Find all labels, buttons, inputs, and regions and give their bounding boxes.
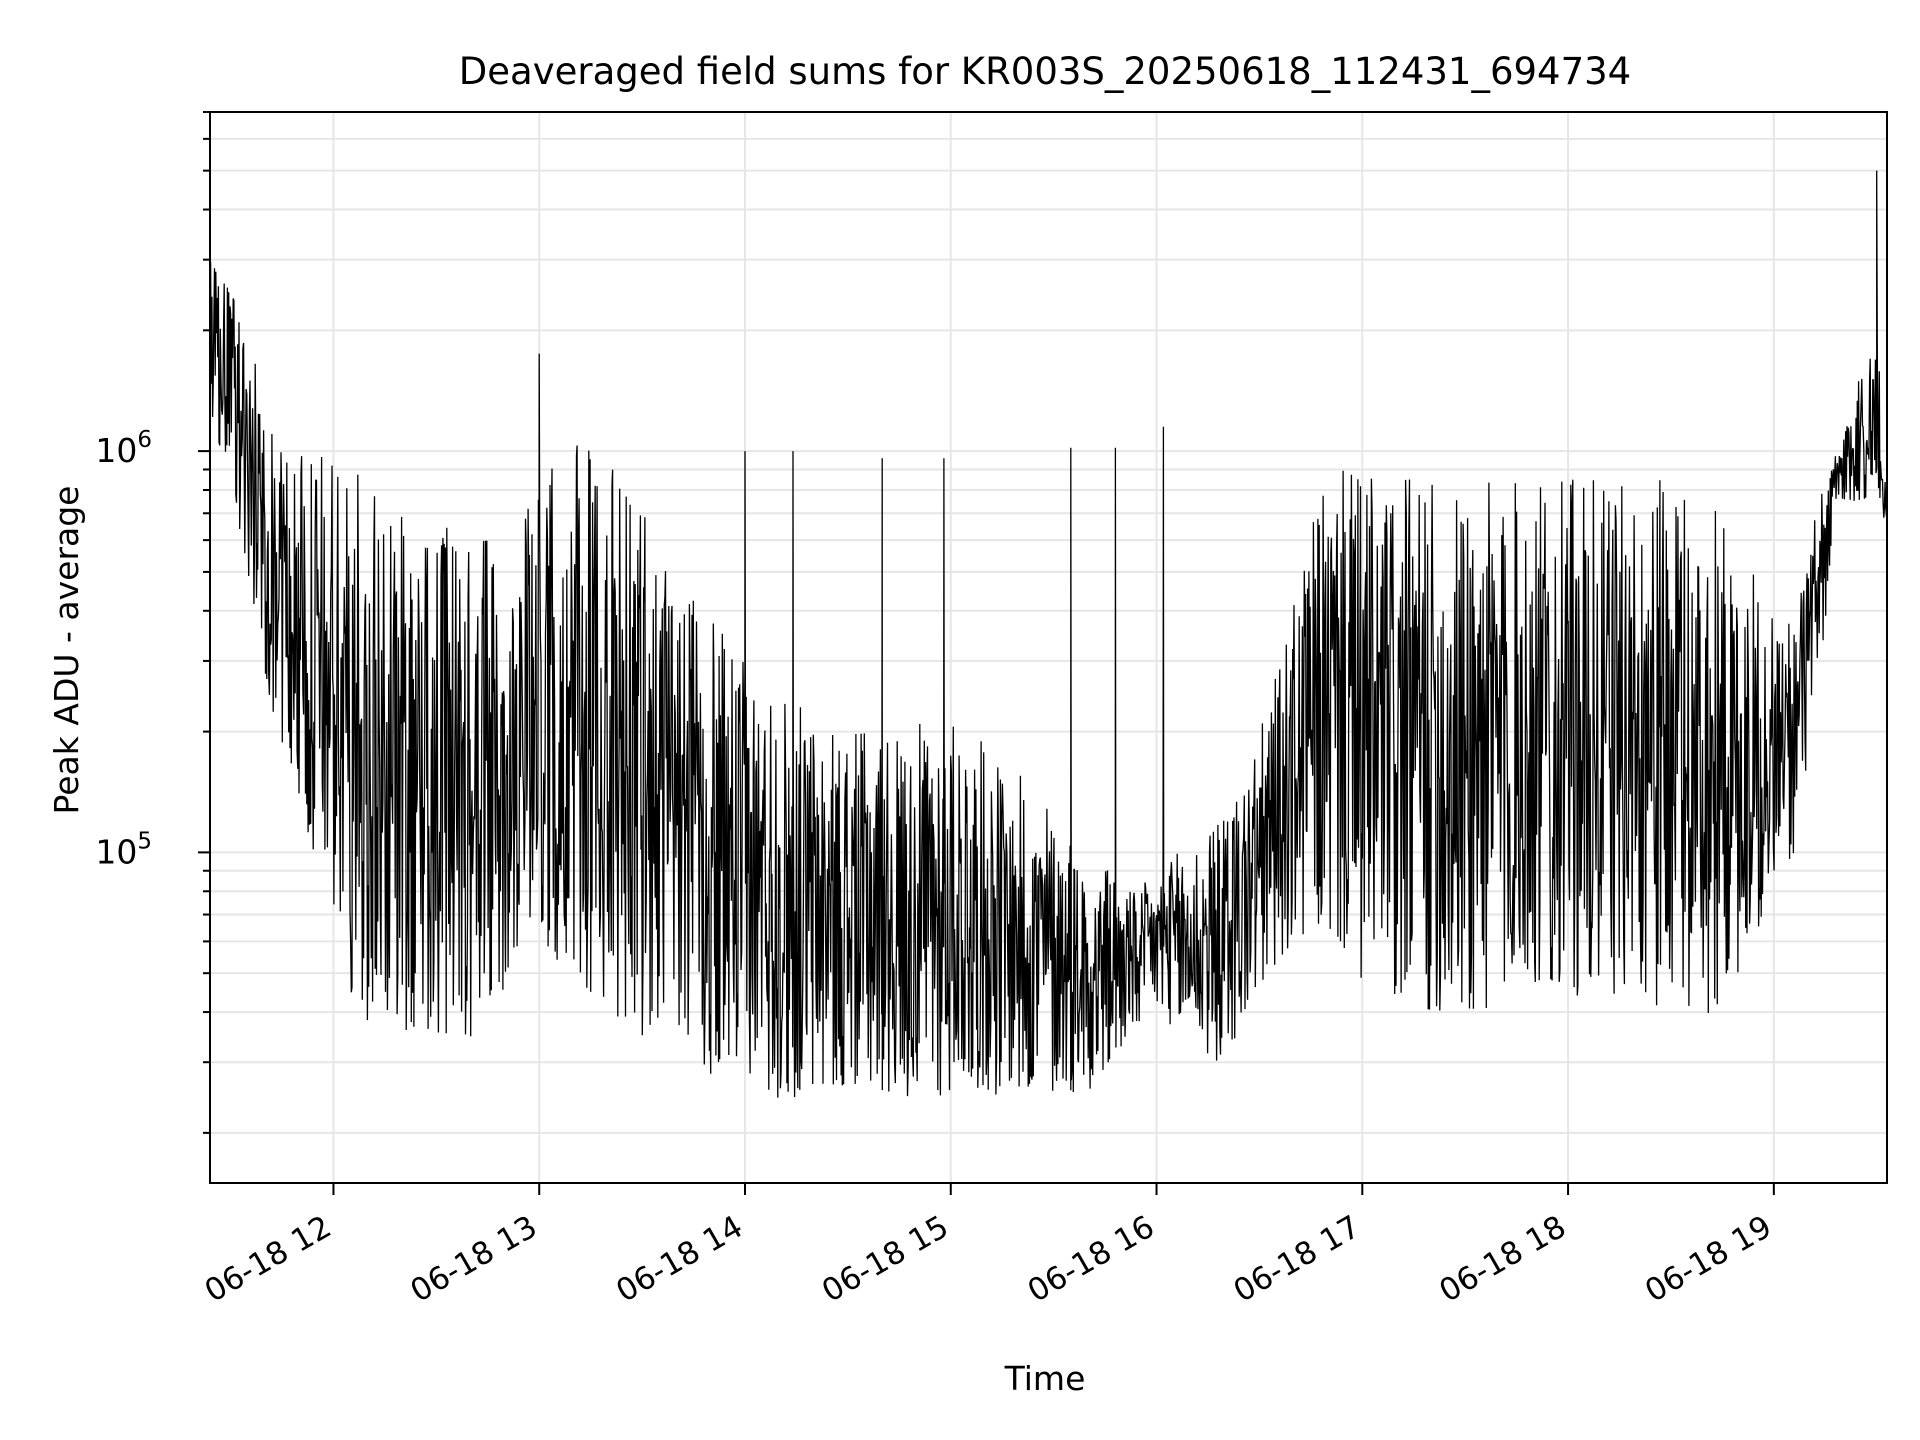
plot-area-frame (209, 111, 1888, 1184)
y-axis-label: Peak ADU - average (47, 486, 86, 815)
chart-title: Deaveraged field sums for KR003S_2025061… (459, 50, 1631, 93)
x-axis-label: Time (1004, 1359, 1086, 1398)
y-tick-label: 106 (95, 427, 152, 470)
series-line (209, 170, 1888, 1098)
y-tick-label: 105 (95, 828, 152, 871)
data-line (209, 170, 1888, 1098)
